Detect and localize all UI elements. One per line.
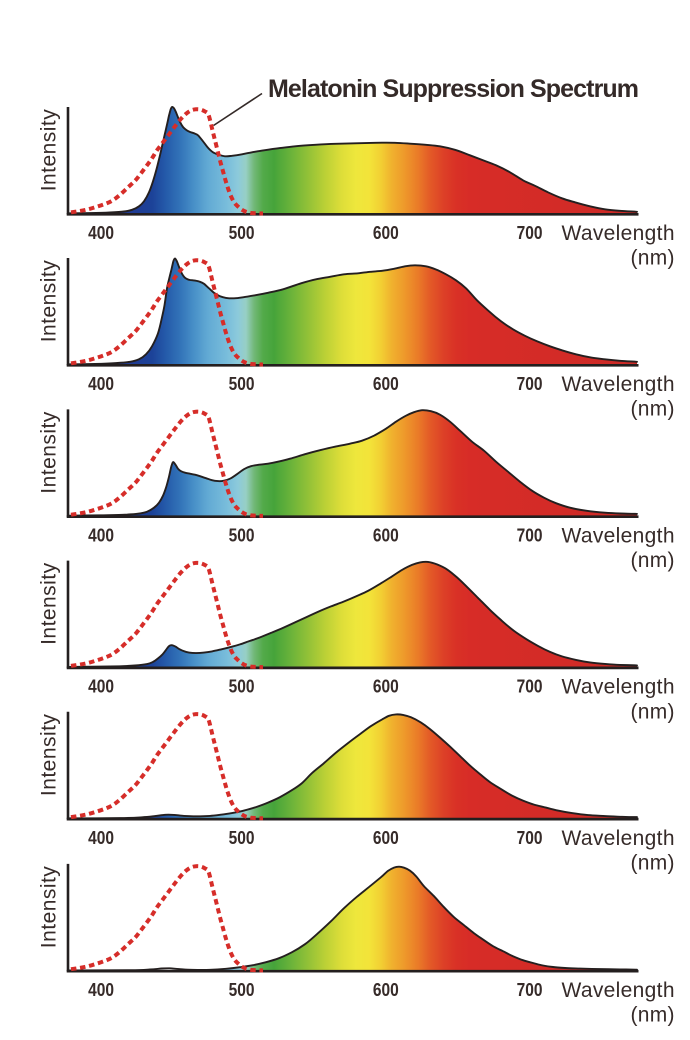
svg-text:400: 400 (88, 373, 114, 395)
svg-text:500: 500 (229, 222, 255, 244)
svg-text:500: 500 (229, 524, 255, 546)
svg-text:700: 700 (517, 222, 543, 244)
svg-text:500: 500 (229, 373, 255, 395)
svg-text:400: 400 (88, 675, 114, 697)
svg-text:500: 500 (229, 826, 255, 848)
svg-text:Wavelength: Wavelength (562, 373, 675, 396)
svg-text:700: 700 (517, 826, 543, 848)
svg-text:Wavelength: Wavelength (562, 524, 675, 547)
svg-text:(nm): (nm) (631, 549, 675, 572)
svg-text:400: 400 (88, 222, 114, 244)
svg-text:(nm): (nm) (631, 700, 675, 723)
svg-text:Wavelength: Wavelength (562, 222, 675, 245)
svg-text:Wavelength: Wavelength (562, 827, 675, 850)
svg-text:(nm): (nm) (631, 247, 675, 270)
svg-text:(nm): (nm) (631, 1004, 675, 1027)
svg-text:500: 500 (229, 978, 255, 1000)
svg-text:600: 600 (373, 373, 399, 395)
svg-text:Intensity: Intensity (38, 109, 61, 192)
svg-text:Intensity: Intensity (38, 866, 61, 949)
svg-text:600: 600 (373, 222, 399, 244)
svg-text:700: 700 (517, 978, 543, 1000)
svg-text:700: 700 (517, 524, 543, 546)
svg-text:(nm): (nm) (631, 398, 675, 421)
svg-text:Intensity: Intensity (38, 411, 61, 494)
svg-text:700: 700 (517, 675, 543, 697)
svg-text:Wavelength: Wavelength (562, 979, 675, 1002)
svg-text:Intensity: Intensity (38, 260, 61, 343)
svg-text:Intensity: Intensity (38, 714, 61, 797)
svg-text:400: 400 (88, 826, 114, 848)
svg-text:600: 600 (373, 675, 399, 697)
svg-text:(nm): (nm) (631, 852, 675, 875)
svg-text:600: 600 (373, 826, 399, 848)
svg-text:Melatonin Suppression Spectrum: Melatonin Suppression Spectrum (268, 75, 639, 103)
svg-text:Wavelength: Wavelength (562, 676, 675, 699)
svg-text:600: 600 (373, 524, 399, 546)
svg-text:500: 500 (229, 675, 255, 697)
svg-text:Intensity: Intensity (38, 562, 61, 645)
svg-text:700: 700 (517, 373, 543, 395)
svg-text:400: 400 (88, 524, 114, 546)
svg-text:600: 600 (373, 978, 399, 1000)
svg-text:400: 400 (88, 978, 114, 1000)
